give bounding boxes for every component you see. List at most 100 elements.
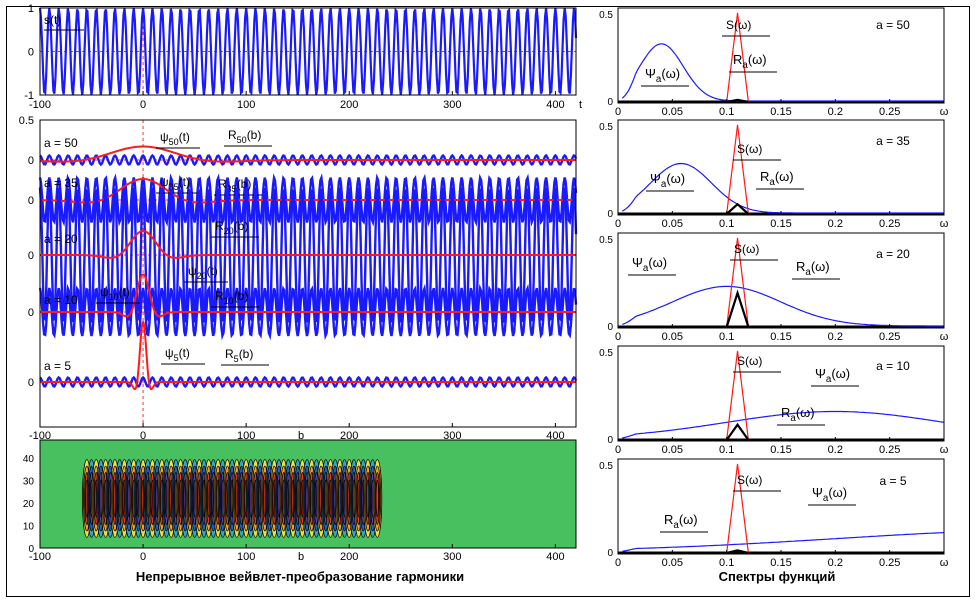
signal-xtick-label: 200 <box>340 99 358 111</box>
contour-ytick-label: 10 <box>23 522 35 533</box>
spectrum-frame <box>617 232 945 329</box>
contour-xtick-label: 0 <box>140 551 146 563</box>
signal-xaxis-letter: t <box>579 99 582 111</box>
contour-xtick-label: 100 <box>237 551 255 563</box>
psi-label: ψ50(t) <box>160 130 190 147</box>
psi-spectrum-label: Ψa(ω) <box>815 366 850 385</box>
s-spectrum-label: S(ω) <box>737 473 762 487</box>
spectrum-xtick-label: 0 <box>615 557 621 569</box>
contour-ytick-label: 0 <box>28 544 34 555</box>
contour-ytick-label: 20 <box>23 499 35 510</box>
signal-panel: -1 0 1 -100 0 100 200 300 400 t s(t) <box>24 3 582 111</box>
r-series-line <box>39 375 578 389</box>
r-spectrum-line <box>725 422 750 441</box>
spectrum-xtick-label: 0.1 <box>719 444 734 456</box>
spectrum-xtick-label: 0.15 <box>770 557 791 569</box>
spectrum-ytick-label: 0 <box>607 435 613 446</box>
spectrum-xtick-label: 0.2 <box>828 331 843 343</box>
convolution-frame <box>39 119 577 428</box>
spectrum-ytick-label: 0.5 <box>599 348 613 359</box>
psi-spectrum-line <box>621 162 944 214</box>
convolution-panel: 0.50a = 50 ψ50(t) R50(b)0a = 35 ψ35(t) R35(b… <box>19 115 578 442</box>
r-spectrum-label: Ra(ω) <box>664 512 698 531</box>
psi-series-line <box>40 230 576 259</box>
psi-label: ψ20(t) <box>188 264 218 281</box>
spectrum-ytick-label: 0 <box>607 322 613 333</box>
r-spectrum-label: Ra(ω) <box>781 405 815 424</box>
psi-spectrum-label: Ψa(ω) <box>645 66 680 85</box>
r-spectrum-line <box>725 289 750 328</box>
spectrum-xtick-label: 0.25 <box>879 557 900 569</box>
r-series-line <box>39 153 578 167</box>
spectrum-xtick-label: 0.05 <box>662 218 683 230</box>
convolution-xtick-label: 400 <box>546 430 564 442</box>
spectrum-scale-label: a = 35 <box>876 134 910 148</box>
contour-xtick-label: 400 <box>546 551 564 563</box>
spectrum-xtick-label: 0 <box>615 331 621 343</box>
s-spectrum-label: S(ω) <box>737 354 762 368</box>
contour-mask-left <box>7 439 40 549</box>
s-spectrum-line <box>726 124 749 215</box>
spectrum-xtick-label: 0.05 <box>662 331 683 343</box>
psi-label: ψ10(t) <box>100 285 130 302</box>
spectrum-frame <box>617 458 945 555</box>
spectrum-xtick-label: 0.25 <box>879 444 900 456</box>
convolution-ytick-label: 0 <box>28 250 34 262</box>
signal-ytick-label: 1 <box>28 3 34 15</box>
convolution-xaxis-letter: b <box>298 430 304 442</box>
convolution-xtick-label: 0 <box>140 430 146 442</box>
signal-frame <box>39 7 577 96</box>
signal-xtick-label: -100 <box>29 99 51 111</box>
psi-series-line <box>40 178 576 204</box>
spectrum-ytick-label: 0.5 <box>599 122 613 133</box>
s-spectrum-label: S(ω) <box>726 18 751 32</box>
spectrum-panel: 0.5 00 0.05 0.1 0.15 0.2 0.25 ω a = 35 S(ω) Ψa(ω) R… <box>599 122 949 230</box>
psi-spectrum-label: Ψa(ω) <box>632 255 667 274</box>
r-spectrum-label: Ra(ω) <box>796 259 830 278</box>
r-spectrum-line <box>725 202 750 215</box>
signal-label: s(t) <box>44 13 61 27</box>
contour-ytick-label: 40 <box>23 454 35 465</box>
r-label: R20(b) <box>215 219 248 236</box>
spectrum-ytick-label: 0 <box>607 97 613 108</box>
spectrum-ytick-label: 0 <box>607 209 613 220</box>
convolution-ytick-label: 0.5 <box>19 115 34 127</box>
spectrum-xtick-label: 0.05 <box>662 557 683 569</box>
r-label: R10(b) <box>215 289 248 306</box>
spectrum-ytick-label: 0.5 <box>599 10 613 21</box>
spectrum-xtick-label: 0.15 <box>770 218 791 230</box>
psi-spectrum-line <box>622 532 945 552</box>
psi-spectrum-label: Ψa(ω) <box>650 171 685 190</box>
signal-xtick-label: 100 <box>237 99 255 111</box>
scale-label: a = 5 <box>44 359 71 373</box>
spectrum-xtick-label: ω <box>940 331 949 343</box>
contour-xaxis-letter: b <box>298 551 304 563</box>
signal-ytick-label: 0 <box>28 47 34 59</box>
scale-label: a = 20 <box>44 232 78 246</box>
spectrum-scale-label: a = 20 <box>876 247 910 261</box>
contour-mask-right <box>576 439 606 549</box>
s-spectrum-line <box>726 237 749 328</box>
left-caption: Непрерывное вейвлет-преобразование гармо… <box>135 569 465 584</box>
spectrum-xtick-label: 0.2 <box>828 444 843 456</box>
spectrum-xtick-label: ω <box>940 557 949 569</box>
spectrum-frame <box>617 7 945 104</box>
psi-spectrum-line <box>622 285 944 327</box>
contour-xtick-label: -100 <box>29 551 51 563</box>
r-spectrum-label: Ra(ω) <box>760 169 794 188</box>
convolution-xtick-label: 200 <box>340 430 358 442</box>
spectrum-xtick-label: 0.25 <box>879 331 900 343</box>
spectrum-scale-label: a = 50 <box>876 18 910 32</box>
spectrum-ytick-label: 0.5 <box>599 235 613 246</box>
spectrum-xtick-label: 0.1 <box>719 557 734 569</box>
convolution-ytick-label: 0 <box>28 377 34 389</box>
spectrum-xtick-label: 0.05 <box>662 106 683 118</box>
convolution-xtick-label: 300 <box>443 430 461 442</box>
spectrum-ytick-label: 0.5 <box>599 461 613 472</box>
scale-label: a = 50 <box>44 136 78 150</box>
spectrum-xtick-label: 0 <box>615 218 621 230</box>
convolution-ytick-label: 0 <box>28 155 34 167</box>
contour-frame <box>39 439 577 549</box>
